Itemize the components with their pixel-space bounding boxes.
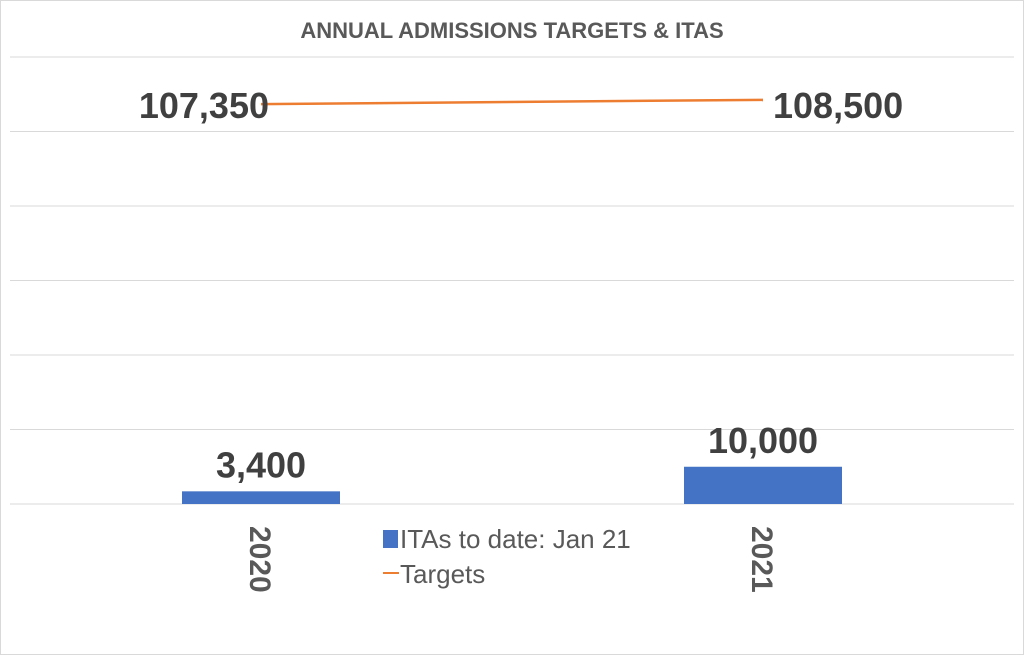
target-data-label: 107,350 xyxy=(139,85,269,126)
chart-title: ANNUAL ADMISSIONS TARGETS & ITAS xyxy=(300,18,723,43)
bar-data-label: 10,000 xyxy=(708,420,818,461)
bar-data-label: 3,400 xyxy=(216,444,306,485)
legend-swatch-itas xyxy=(383,530,398,548)
bar-2021 xyxy=(684,466,842,504)
x-tick-label: 2020 xyxy=(243,526,276,593)
targets-line xyxy=(260,98,764,106)
legend-label-targets: Targets xyxy=(400,559,485,589)
legend-label-itas: ITAs to date: Jan 21 xyxy=(400,524,631,554)
legend: ITAs to date: Jan 21 Targets xyxy=(383,524,631,589)
bar-2020 xyxy=(182,491,340,504)
target-data-label: 108,500 xyxy=(773,85,903,126)
x-tick-label: 2021 xyxy=(745,526,778,593)
